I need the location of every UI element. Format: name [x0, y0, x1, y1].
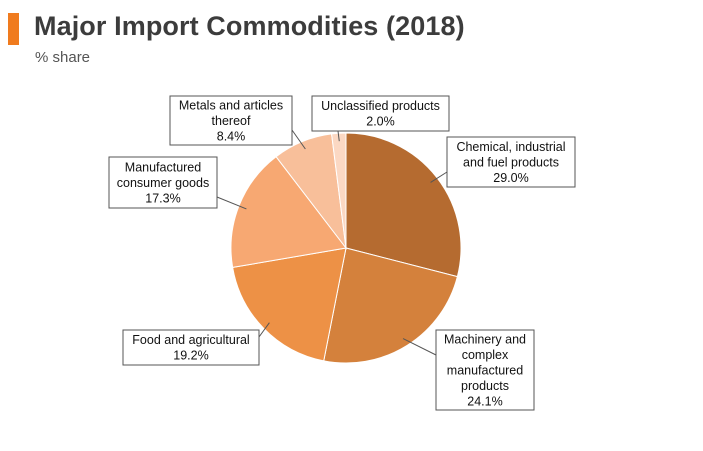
chart-subtitle: % share	[35, 49, 91, 66]
slice-category-label: and fuel products	[463, 155, 559, 169]
callout-leader-line	[430, 171, 448, 183]
slice-callout: Food and agricultural 19.2%	[122, 329, 260, 366]
pie-slice-3	[232, 247, 347, 362]
slice-category-label: thereof	[212, 114, 251, 128]
callout-leader-line	[337, 130, 340, 142]
callout-leader-line	[216, 196, 247, 210]
pie-slice-1	[345, 132, 462, 278]
callout-box	[169, 95, 293, 146]
slice-value-label: 24.1%	[467, 394, 502, 408]
slice-category-label: Metals and articles	[179, 98, 283, 112]
chart-title: Major Import Commodities (2018)	[34, 11, 465, 41]
callout-box	[122, 329, 260, 366]
slice-category-label: consumer goods	[117, 176, 209, 190]
slice-value-label: 8.4%	[217, 129, 246, 143]
slice-value-label: 17.3%	[145, 191, 180, 205]
callout-box	[311, 95, 450, 132]
slice-category-label: Manufactured	[125, 160, 201, 174]
callout-leader-line	[402, 338, 437, 356]
slice-category-label: Machinery and	[444, 332, 526, 346]
callout-leader-line	[291, 129, 306, 150]
slice-value-label: 29.0%	[493, 171, 528, 185]
slice-category-label: Chemical, industrial	[456, 140, 565, 154]
pie-slice-2	[323, 247, 458, 364]
slice-callout: Unclassified products 2.0%	[311, 95, 450, 132]
callout-box	[446, 136, 576, 188]
callout-box	[435, 329, 535, 411]
slice-category-label: Food and agricultural	[132, 333, 249, 347]
slice-value-label: 2.0%	[366, 115, 395, 129]
slice-value-label: 19.2%	[173, 349, 208, 363]
slice-category-label: Unclassified products	[321, 99, 440, 113]
title-accent-bar	[8, 13, 19, 45]
slice-category-label: products	[461, 379, 509, 393]
slice-category-label: complex	[462, 348, 509, 362]
callout-leader-line	[258, 322, 270, 338]
slice-category-label: manufactured	[447, 363, 523, 377]
callout-box	[108, 156, 218, 209]
